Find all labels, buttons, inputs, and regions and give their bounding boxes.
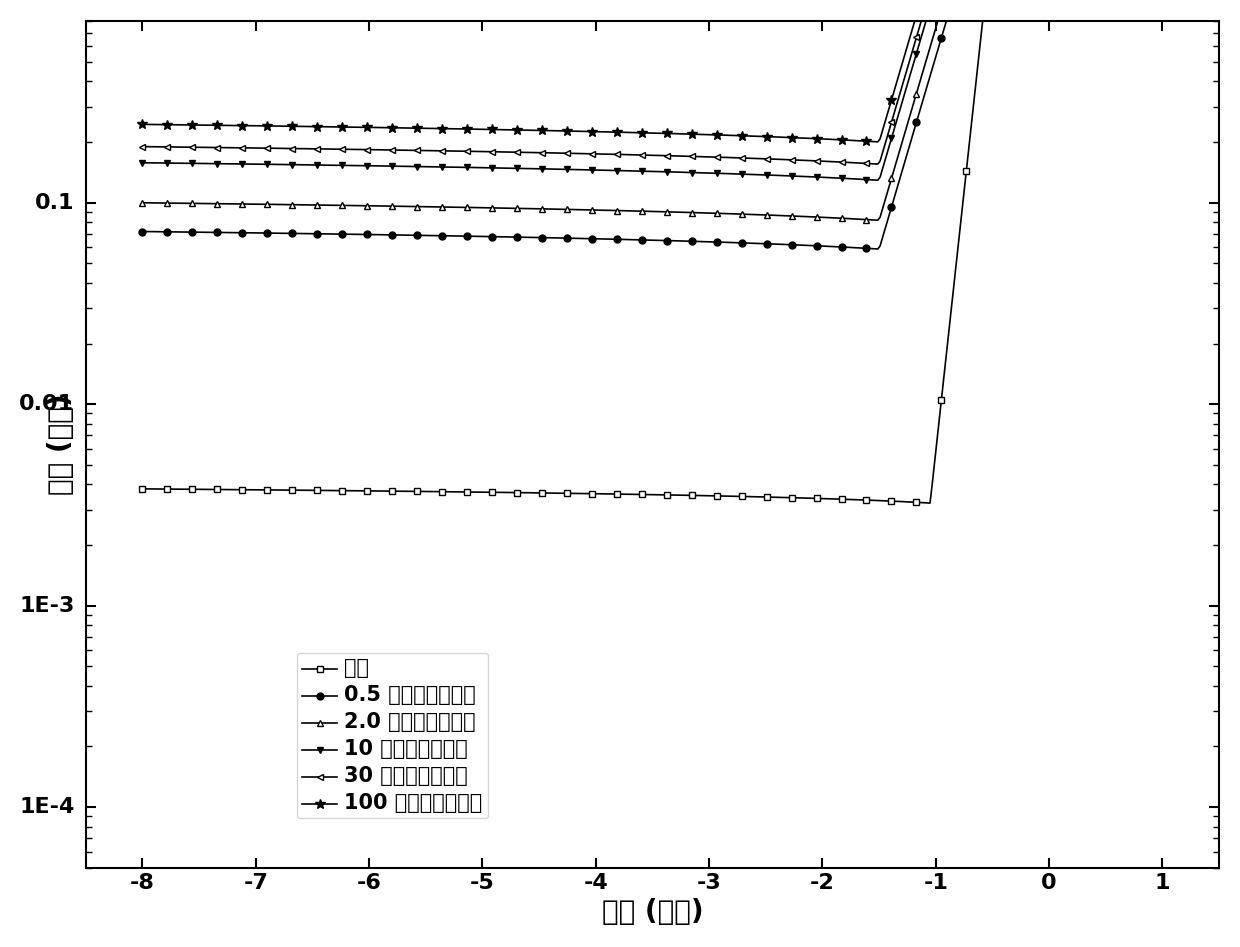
Line: 100 微瓦每平方厘米: 100 微瓦每平方厘米 [138,0,1053,147]
0.5 微瓦每平方厘米 [789,240,804,251]
黑暗 [494,487,508,498]
黑暗 [789,492,804,504]
100 微瓦每平方厘米 [794,133,808,144]
10 微瓦每平方厘米 [244,158,259,170]
10 微瓦每平方厘米 [789,170,804,182]
Y-axis label: 电流 (毫安): 电流 (毫安) [47,394,76,495]
10 微瓦每平方厘米 [704,168,719,179]
0.5 微瓦每平方厘米 [430,230,445,241]
2.0 微瓦每平方厘米 [704,207,719,219]
黑暗 [244,484,259,495]
Legend: 黑暗, 0.5 微瓦每平方厘米, 2.0 微瓦每平方厘米, 10 微瓦每平方厘米, 30 微瓦每平方厘米, 100 微瓦每平方厘米: 黑暗, 0.5 微瓦每平方厘米, 2.0 微瓦每平方厘米, 10 微瓦每平方厘米… [296,652,487,818]
100 微瓦每平方厘米 [870,136,885,148]
2.0 微瓦每平方厘米 [794,210,808,222]
2.0 微瓦每平方厘米 [789,210,804,222]
Line: 30 微瓦每平方厘米: 30 微瓦每平方厘米 [139,0,1052,168]
2.0 微瓦每平方厘米 [430,201,445,212]
Text: 1E-3: 1E-3 [19,596,74,616]
2.0 微瓦每平方厘米 [870,215,885,226]
0.5 微瓦每平方厘米 [870,243,885,255]
100 微瓦每平方厘米 [244,120,259,132]
100 微瓦每平方厘米 [704,129,719,140]
30 微瓦每平方厘米 [704,152,719,163]
30 微瓦每平方厘米 [794,154,808,166]
黑暗 [923,497,937,509]
0.5 微瓦每平方厘米 [704,236,719,247]
Line: 2.0 微瓦每平方厘米: 2.0 微瓦每平方厘米 [139,0,1052,223]
Text: 0.1: 0.1 [35,193,74,213]
0.5 微瓦每平方厘米 [794,240,808,251]
0.5 微瓦每平方厘米 [135,225,150,237]
30 微瓦每平方厘米 [135,141,150,152]
100 微瓦每平方厘米 [135,118,150,130]
100 微瓦每平方厘米 [430,123,445,134]
100 微瓦每平方厘米 [789,132,804,143]
30 微瓦每平方厘米 [494,146,508,157]
Line: 10 微瓦每平方厘米: 10 微瓦每平方厘米 [139,0,1052,184]
2.0 微瓦每平方厘米 [135,197,150,208]
0.5 微瓦每平方厘米 [244,227,259,239]
30 微瓦每平方厘米 [244,142,259,153]
Line: 黑暗: 黑暗 [139,0,1052,507]
2.0 微瓦每平方厘米 [244,199,259,210]
黑暗 [704,491,719,502]
Text: 0.01: 0.01 [20,394,74,414]
10 微瓦每平方厘米 [494,162,508,173]
X-axis label: 电压 (伏特): 电压 (伏特) [601,898,703,926]
30 微瓦每平方厘米 [430,145,445,156]
0.5 微瓦每平方厘米 [494,231,508,242]
Text: 1E-4: 1E-4 [19,797,74,817]
黑暗 [135,483,150,494]
黑暗 [430,486,445,497]
2.0 微瓦每平方厘米 [494,203,508,214]
黑暗 [794,492,808,504]
10 微瓦每平方厘米 [794,170,808,182]
10 微瓦每平方厘米 [430,161,445,172]
100 微瓦每平方厘米 [494,124,508,135]
10 微瓦每平方厘米 [135,157,150,169]
10 微瓦每平方厘米 [870,174,885,186]
30 微瓦每平方厘米 [789,154,804,166]
Line: 0.5 微瓦每平方厘米: 0.5 微瓦每平方厘米 [139,0,1052,253]
30 微瓦每平方厘米 [870,158,885,170]
